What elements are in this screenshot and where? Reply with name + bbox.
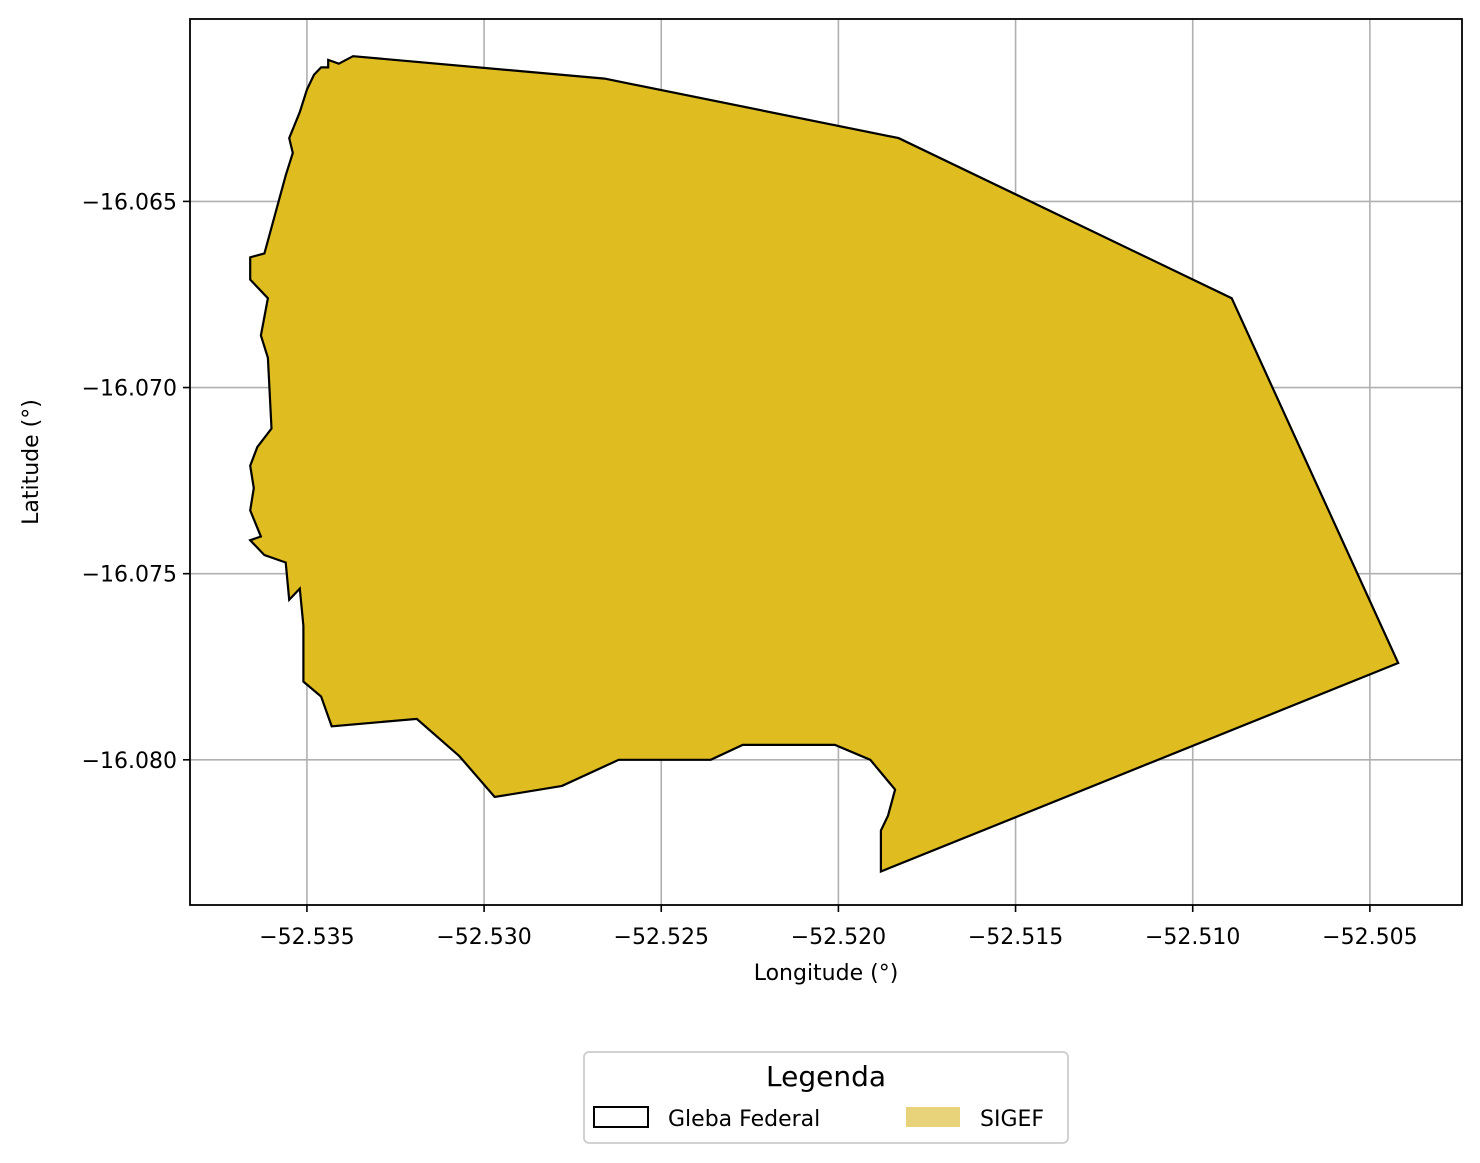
polygon-layer <box>248 55 1400 874</box>
x-tick-label: −52.525 <box>614 925 709 950</box>
x-tick-label: −52.515 <box>968 925 1063 950</box>
legend: Legenda Gleba Federal SIGEF <box>583 1051 1069 1144</box>
sigef-polygon <box>250 56 1399 872</box>
x-axis-label: Longitude (°) <box>754 961 899 986</box>
x-tick-label: −52.510 <box>1145 925 1240 950</box>
y-tick-label: −16.075 <box>82 563 177 588</box>
y-tick-label: −16.070 <box>82 377 177 402</box>
x-tick-label: −52.535 <box>259 925 354 950</box>
legend-swatch-sigef <box>906 1107 960 1127</box>
gleba-federal-outline <box>248 55 1400 874</box>
y-tick-label: −16.065 <box>82 190 177 215</box>
legend-title: Legenda <box>766 1060 886 1093</box>
x-axis-ticks: −52.535 −52.530 −52.525 −52.520 −52.515 −52.5… <box>259 905 1418 950</box>
x-tick-label: −52.505 <box>1322 925 1417 950</box>
y-axis-ticks: −16.065 −16.070 −16.075 −16.080 <box>82 190 190 774</box>
legend-swatch-gleba-federal <box>593 1106 649 1128</box>
plot-frame <box>189 18 1463 906</box>
y-tick-label: −16.080 <box>82 749 177 774</box>
x-tick-label: −52.520 <box>791 925 886 950</box>
legend-label-gleba-federal: Gleba Federal <box>668 1107 820 1132</box>
y-axis-label: Latitude (°) <box>19 399 44 525</box>
x-tick-label: −52.530 <box>436 925 531 950</box>
legend-label-sigef: SIGEF <box>980 1107 1044 1132</box>
